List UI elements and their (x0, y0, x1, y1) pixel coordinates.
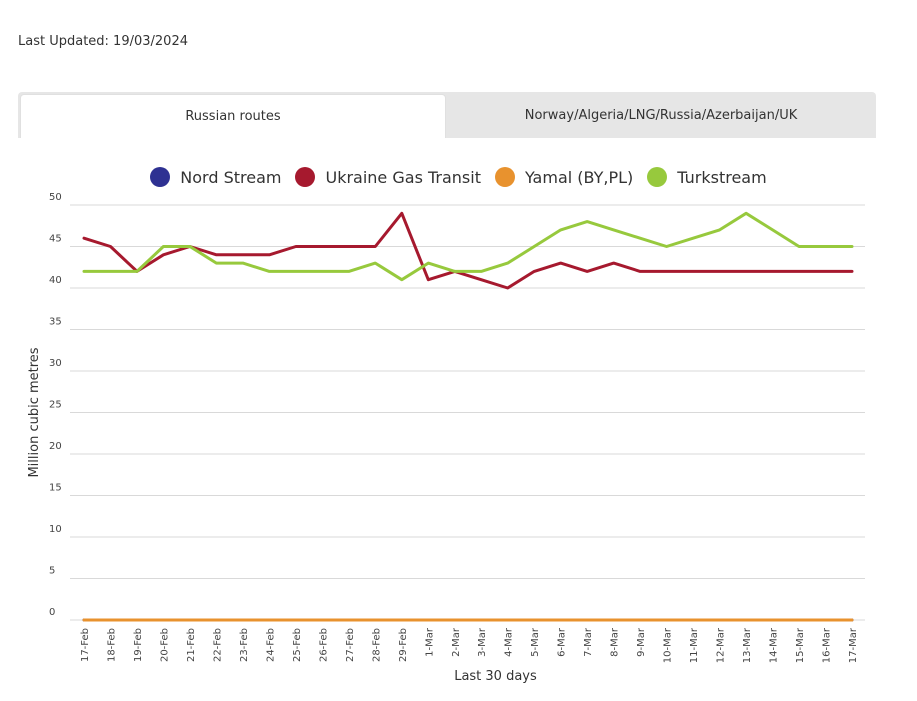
x-tick-label-18: 6-Mar (557, 627, 568, 657)
legend-label-yamal: Yamal (BY,PL) (524, 167, 634, 187)
x-tick-label-26: 14-Mar (769, 627, 780, 663)
y-tick-label-50: 50 (49, 192, 62, 203)
x-tick-label-16: 4-Mar (504, 627, 515, 657)
series-line-ukraine-gas-transit (82, 211, 854, 290)
y-tick-label-35: 35 (49, 317, 62, 328)
last-updated-text: Last Updated: 19/03/2024 (18, 34, 188, 49)
x-tick-label-21: 9-Mar (636, 627, 647, 657)
y-tick-label-5: 5 (49, 566, 55, 577)
x-tick-label-20: 8-Mar (610, 627, 621, 657)
x-tick-label-7: 24-Feb (265, 628, 276, 662)
legend-label-turkstream: Turkstream (677, 167, 767, 187)
legend-dot-turkstream (647, 167, 668, 187)
x-tick-label-27: 15-Mar (795, 627, 806, 663)
y-axis-title: Million cubic metres (27, 347, 42, 477)
x-axis-title: Last 30 days (454, 669, 537, 684)
y-tick-label-20: 20 (49, 441, 62, 452)
x-tick-label-5: 22-Feb (212, 628, 223, 662)
x-tick-label-1: 18-Feb (106, 628, 117, 662)
y-tick-label-25: 25 (49, 400, 62, 411)
x-tick-label-6: 23-Feb (239, 628, 250, 662)
x-tick-label-29: 17-Mar (848, 627, 859, 663)
x-tick-label-8: 25-Feb (292, 628, 303, 662)
legend-dot-nord-stream (150, 167, 171, 187)
x-tick-label-2: 19-Feb (133, 628, 144, 662)
x-tick-label-19: 7-Mar (583, 627, 594, 657)
x-tick-label-0: 17-Feb (80, 628, 91, 662)
tab-russian-routes[interactable]: Russian routes (20, 94, 446, 138)
x-tick-label-25: 13-Mar (742, 627, 753, 663)
x-tick-label-23: 11-Mar (689, 627, 700, 663)
legend-dot-ukraine-gas-transit (295, 167, 316, 187)
y-tick-label-45: 45 (49, 234, 62, 245)
x-tick-label-9: 26-Feb (318, 628, 329, 662)
legend-label-nord-stream: Nord Stream (180, 167, 282, 187)
x-tick-label-12: 29-Feb (398, 628, 409, 662)
legend-item-turkstream[interactable]: Turkstream (647, 167, 767, 187)
y-tick-label-15: 15 (49, 483, 62, 494)
tab-other-routes[interactable]: Norway/Algeria/LNG/Russia/Azerbaijan/UK (524, 107, 798, 123)
legend-item-nord-stream[interactable]: Nord Stream (150, 167, 281, 187)
x-tick-label-15: 3-Mar (477, 627, 488, 657)
x-tick-label-24: 12-Mar (716, 627, 727, 663)
x-tick-label-11: 28-Feb (371, 628, 382, 662)
x-tick-label-3: 20-Feb (159, 628, 170, 662)
legend-item-ukraine-gas-transit[interactable]: Ukraine Gas Transit (295, 167, 481, 187)
x-tick-label-4: 21-Feb (186, 628, 197, 662)
legend-label-ukraine-gas-transit: Ukraine Gas Transit (325, 167, 481, 187)
series-line-turkstream (82, 211, 854, 282)
chart-legend: Nord Stream Ukraine Gas Transit Yamal (B… (0, 164, 917, 190)
y-tick-label-40: 40 (49, 275, 62, 286)
y-tick-label-30: 30 (49, 358, 62, 369)
legend-dot-yamal (494, 167, 515, 187)
legend-item-yamal[interactable]: Yamal (BY,PL) (494, 167, 634, 187)
y-tick-label-0: 0 (49, 607, 55, 618)
x-tick-label-17: 5-Mar (530, 627, 541, 657)
y-tick-label-10: 10 (49, 524, 62, 535)
x-tick-label-13: 1-Mar (424, 627, 435, 657)
x-tick-label-14: 2-Mar (451, 627, 462, 657)
x-tick-label-22: 10-Mar (663, 627, 674, 663)
x-tick-label-10: 27-Feb (345, 628, 356, 662)
route-tabs: Russian routes Norway/Algeria/LNG/Russia… (18, 92, 876, 138)
x-tick-label-28: 16-Mar (822, 627, 833, 663)
